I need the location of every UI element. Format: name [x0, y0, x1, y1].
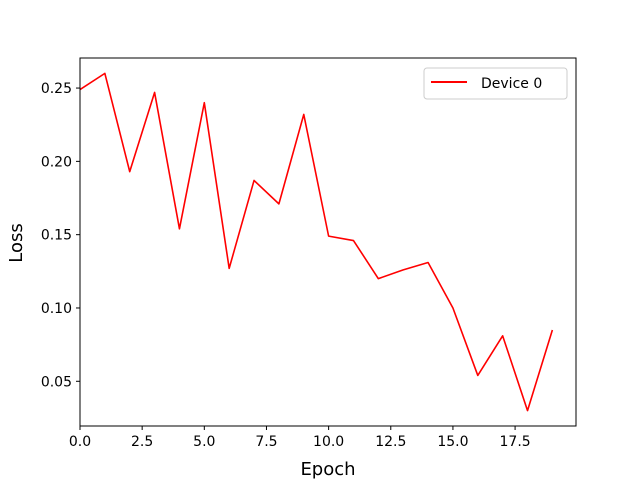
- y-axis-label: Loss: [6, 223, 27, 262]
- plot-frame: [79, 57, 577, 427]
- axes: 0.0 2.5 5.0 7.5 10.0 12.5 15.0 17.5 0.05 0.10 0.15…: [41, 57, 577, 450]
- x-axis-label: Epoch: [300, 459, 355, 480]
- x-tick-label: 5.0: [193, 434, 215, 450]
- legend-box: [423, 67, 568, 100]
- legend-label-device-0: Device 0: [481, 76, 542, 92]
- y-tick-label: 0.10: [41, 301, 72, 317]
- x-tick-label: 10.0: [313, 434, 344, 450]
- x-tick-label: 0.0: [69, 434, 91, 450]
- x-tick-label: 2.5: [131, 434, 153, 450]
- plot-area: [79, 72, 554, 412]
- y-tick-label: 0.05: [41, 374, 72, 390]
- x-tick-label: 15.0: [437, 434, 468, 450]
- y-tick-label: 0.15: [41, 228, 72, 244]
- series-line-0: [79, 72, 554, 412]
- legend: Device 0: [423, 67, 568, 100]
- y-tick-label: 0.20: [41, 154, 72, 170]
- y-tick-label: 0.25: [41, 81, 72, 97]
- x-tick-label: 12.5: [375, 434, 406, 450]
- x-tick-label: 7.5: [255, 434, 277, 450]
- x-tick-label: 17.5: [500, 434, 531, 450]
